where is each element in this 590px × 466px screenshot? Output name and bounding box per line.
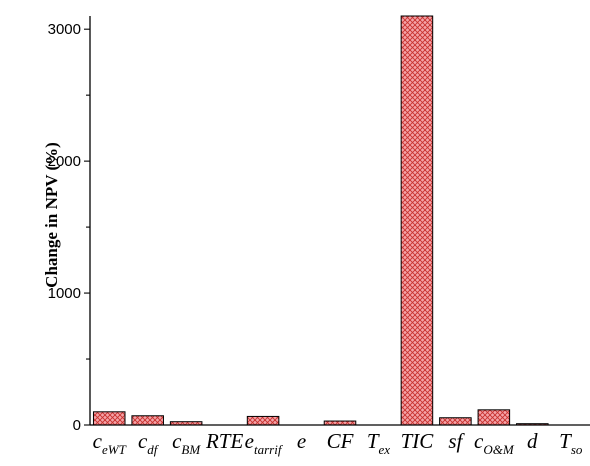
x-tick-label: ceWT <box>93 429 127 457</box>
x-tick-label: Tex <box>367 429 390 457</box>
bars-group <box>93 16 548 425</box>
x-tick-label: d <box>527 429 538 453</box>
bar <box>478 410 510 425</box>
bar <box>93 412 125 425</box>
x-tick-label: TIC <box>401 429 435 453</box>
x-tick-label: etarrif <box>245 429 284 457</box>
y-axis-label: Change in NPV (%) <box>42 115 62 315</box>
x-labels-group: ceWT cdf cBM RTE etarrif e CF Tex TIC sf cO&M d Tso <box>93 429 583 457</box>
bar <box>247 416 279 425</box>
x-tick-label: Tso <box>559 429 583 457</box>
axes-group <box>90 16 590 425</box>
x-tick-label: cdf <box>138 429 160 457</box>
x-tick-label: cBM <box>172 429 201 457</box>
x-tick-label: e <box>297 429 306 453</box>
y-tick-label: 0 <box>73 417 81 434</box>
x-tick-label: CF <box>327 429 354 453</box>
y-tick-label: 3000 <box>48 21 81 38</box>
x-tick-label: sf <box>448 429 465 453</box>
x-tick-label: cO&M <box>474 429 515 457</box>
bar <box>401 16 433 425</box>
bar <box>132 416 164 425</box>
bar <box>440 418 472 425</box>
x-tick-label: RTE <box>205 429 244 453</box>
